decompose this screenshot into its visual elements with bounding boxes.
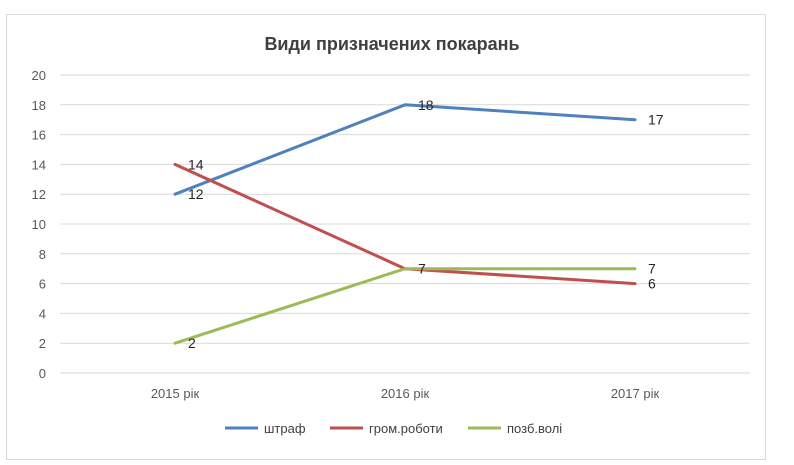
y-tick-label: 10 [32, 217, 46, 232]
y-tick-label: 0 [39, 366, 46, 381]
y-tick-label: 16 [32, 128, 46, 143]
data-label: 17 [648, 112, 664, 128]
y-tick-label: 14 [32, 157, 46, 172]
data-label: 12 [188, 186, 204, 202]
chart-frame [6, 14, 766, 460]
y-tick-label: 8 [39, 247, 46, 262]
x-tick-label: 2017 рік [611, 386, 660, 401]
data-label: 2 [188, 335, 196, 351]
y-tick-label: 4 [39, 306, 46, 321]
y-tick-label: 6 [39, 277, 46, 292]
data-label: 6 [648, 276, 656, 292]
series-line-1 [173, 103, 637, 196]
y-tick-label: 12 [32, 187, 46, 202]
y-tick-label: 2 [39, 336, 46, 351]
legend-label: штраф [264, 421, 306, 436]
legend: штраф гром.роботи позб.волі [225, 421, 562, 436]
legend-label: позб.волі [507, 421, 562, 436]
series-lines [173, 103, 637, 345]
x-tick-label: 2016 рік [381, 386, 430, 401]
legend-label: гром.роботи [369, 421, 443, 436]
x-axis-ticks: 2015 рік 2016 рік 2017 рік [151, 386, 660, 401]
y-axis-ticks: 0 2 4 6 8 10 12 14 16 18 20 [32, 68, 46, 381]
y-tick-label: 18 [32, 98, 46, 113]
y-tick-label: 20 [32, 68, 46, 83]
chart-title: Види призначених покарань [264, 34, 519, 54]
data-label: 7 [418, 261, 426, 277]
gridlines [60, 74, 750, 374]
x-tick-label: 2015 рік [151, 386, 200, 401]
series-line-3 [173, 267, 637, 345]
data-label: 18 [418, 97, 434, 113]
data-label: 14 [188, 156, 204, 172]
data-labels: 12 18 17 14 6 2 7 7 [188, 97, 664, 351]
data-label: 7 [648, 261, 656, 277]
